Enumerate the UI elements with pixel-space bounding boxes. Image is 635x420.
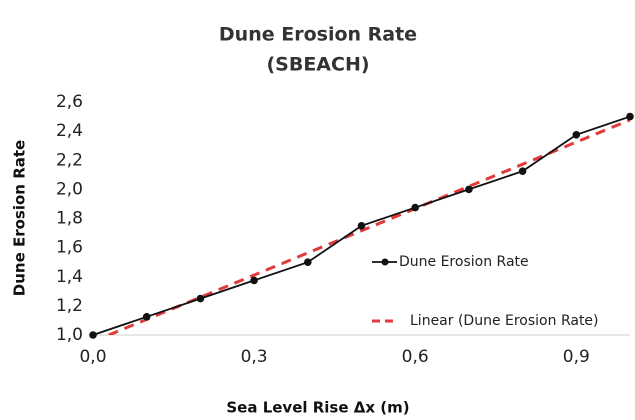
y-tick-label: 2,4 [56, 121, 83, 141]
x-axis-label: Sea Level Rise Δx (m) [226, 399, 409, 417]
series-line [104, 118, 631, 335]
y-axis-label: Dune Erosion Rate [11, 140, 29, 296]
data-point [518, 167, 527, 175]
y-tick-label: 1,4 [56, 267, 83, 287]
y-tick-label: 1,8 [56, 209, 83, 229]
data-point [304, 258, 312, 266]
x-tick-label: 0,9 [563, 347, 590, 367]
y-tick-label: 1,2 [56, 296, 83, 316]
x-tick-label: 0,6 [402, 347, 429, 367]
chart-subtitle: (SBEACH) [266, 54, 369, 76]
legend-marker [381, 258, 389, 266]
data-point [357, 221, 366, 230]
legend-label: Dune Erosion Rate [399, 254, 529, 270]
x-tick-label: 0,3 [241, 347, 268, 367]
x-tick-label: 0,0 [79, 347, 106, 367]
data-point [465, 185, 473, 194]
y-tick-label: 2,6 [56, 92, 83, 112]
data-point [142, 312, 151, 321]
y-tick-label: 1,0 [56, 325, 83, 345]
y-tick-label: 1,6 [56, 238, 83, 258]
data-point [89, 331, 97, 339]
y-tick-label: 2,2 [56, 150, 83, 170]
data-point [411, 203, 420, 212]
data-point [626, 112, 634, 121]
data-point [572, 130, 581, 139]
legend-label: Linear (Dune Erosion Rate) [410, 313, 599, 329]
y-tick-label: 2,0 [56, 179, 83, 199]
chart-title: Dune Erosion Rate [219, 24, 417, 46]
data-point [196, 294, 205, 303]
data-point [250, 276, 258, 285]
